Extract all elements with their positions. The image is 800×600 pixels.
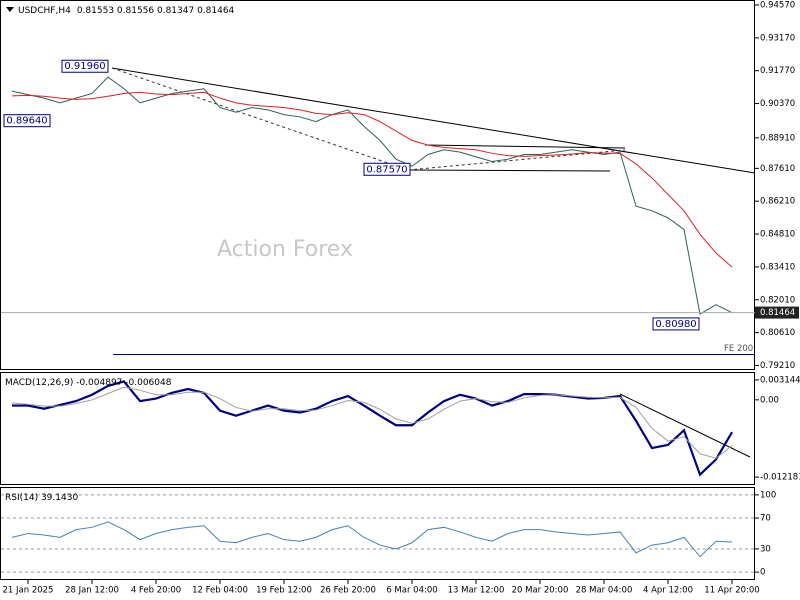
- x-tick-label: 6 Mar 04:00: [386, 586, 437, 596]
- watermark: Action Forex: [217, 237, 353, 262]
- rsi-pane: [0, 487, 755, 580]
- macd-trend-line: [619, 393, 751, 458]
- annotation: 0.89640: [6, 116, 47, 127]
- y-tick-label: 0: [760, 568, 765, 578]
- y-tick-label: 0.94570: [760, 0, 795, 10]
- last-price-box: [755, 306, 799, 319]
- x-tick-label: 21 Jan 2025: [3, 586, 54, 596]
- annotation: 0.80980: [655, 319, 696, 330]
- y-tick-label: 0.82010: [760, 295, 795, 305]
- last-price-label: 0.81464: [760, 308, 795, 318]
- title: USDCHF,H4: [18, 6, 71, 16]
- trend-line: [111, 67, 756, 174]
- y-tick-label: 0.90370: [760, 99, 795, 109]
- y-tick-label: 70: [760, 514, 771, 524]
- y-tick-label: 0.86210: [760, 197, 795, 207]
- y-tick-label: 30: [760, 544, 771, 554]
- series-line: [12, 380, 733, 477]
- x-tick-label: 4 Apr 12:00: [643, 586, 693, 596]
- support-line: [407, 169, 611, 172]
- series-line: [11, 521, 733, 558]
- range-line: [424, 144, 626, 149]
- x-tick-label: 20 Mar 20:00: [512, 586, 569, 596]
- x-tick-label: 13 Mar 12:00: [448, 586, 505, 596]
- y-tick-label: 0.79210: [760, 361, 795, 371]
- dashed-line: [111, 67, 409, 171]
- y-tick-label: 0.00: [760, 395, 779, 405]
- y-tick-label: 0.88910: [760, 133, 795, 143]
- annotation-box: [61, 59, 109, 73]
- series-line: [11, 386, 733, 459]
- pane-title: USDCHF,H4 0.81553 0.81556 0.81347 0.81464: [18, 6, 235, 16]
- y-tick-label: 0.003144: [760, 375, 800, 385]
- y-tick-label: 0.91770: [760, 66, 795, 76]
- x-tick-label: 28 Jan 12:00: [65, 586, 119, 596]
- annotation-box: [652, 317, 700, 331]
- subtitle: 0.81553 0.81556 0.81347 0.81464: [77, 6, 235, 16]
- x-tick-label: 11 Apr 20:00: [704, 586, 759, 596]
- macd-pane: [0, 372, 755, 485]
- series-line: [11, 91, 733, 268]
- price-pane: [0, 0, 755, 370]
- annotation: 0.91960: [64, 61, 105, 72]
- annotation: FE 200: [724, 344, 753, 354]
- y-tick-label: -0.012181: [760, 473, 800, 483]
- y-tick-label: 0.83410: [760, 262, 795, 272]
- x-tick-label: 26 Feb 20:00: [320, 586, 376, 596]
- y-tick-label: 0.84810: [760, 230, 795, 240]
- y-tick-label: 0.87610: [760, 164, 795, 174]
- title: MACD(12,26,9) -0.004897 -0.006048: [5, 378, 172, 388]
- title: RSI(14) 39.1430: [5, 493, 78, 503]
- x-tick-label: 19 Feb 12:00: [256, 586, 312, 596]
- x-tick-label: 28 Mar 04:00: [576, 586, 633, 596]
- menu-arrow: [6, 7, 14, 12]
- x-tick-label: 4 Feb 20:00: [131, 586, 181, 596]
- y-tick-label: 0.80610: [760, 328, 795, 338]
- annotation-box: [363, 162, 411, 176]
- annotation-box: [3, 114, 51, 128]
- x-tick-label: 12 Feb 04:00: [192, 586, 248, 596]
- annotation: 0.87570: [366, 164, 407, 175]
- y-tick-label: 100: [760, 490, 776, 500]
- pane-title: RSI(14) 39.1430: [5, 493, 78, 503]
- pane-title: MACD(12,26,9) -0.004897 -0.006048: [5, 378, 172, 388]
- y-tick-label: 0.93170: [760, 33, 795, 43]
- dashed-line: [407, 149, 626, 171]
